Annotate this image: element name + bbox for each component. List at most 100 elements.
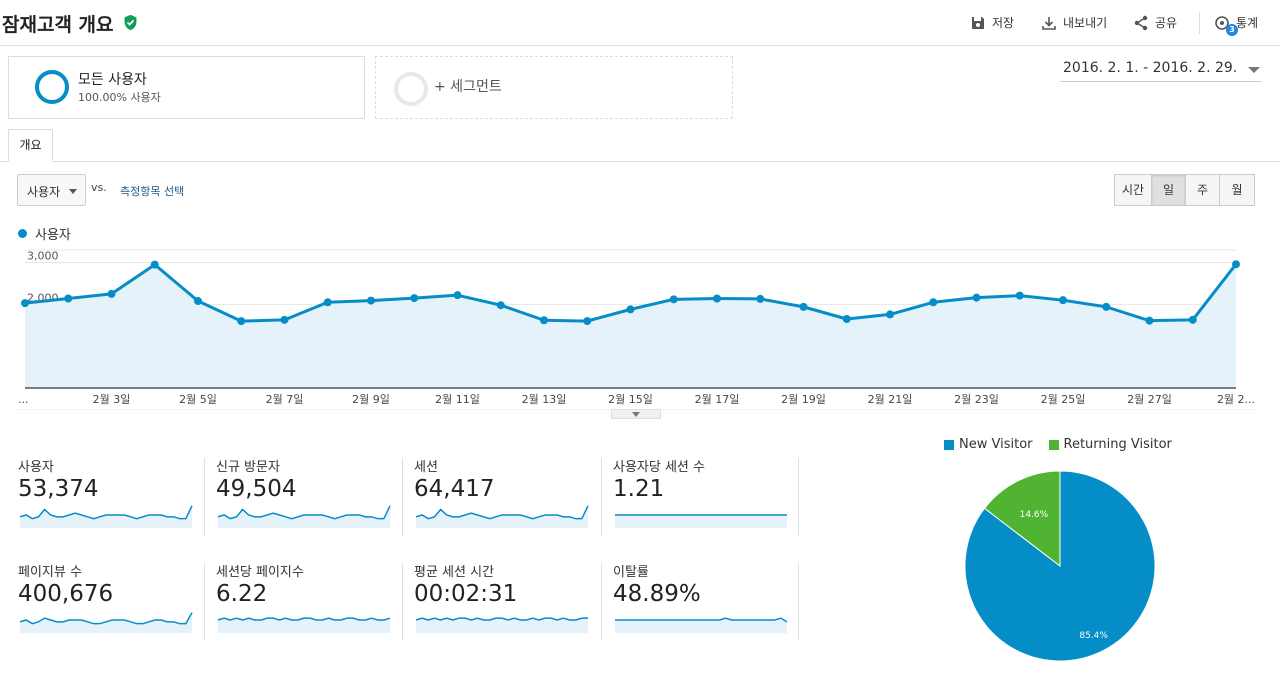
insights-icon	[1215, 15, 1229, 30]
metric-sparkline	[415, 617, 588, 633]
share-button[interactable]: 공유	[1133, 14, 1177, 31]
tab-divider	[0, 161, 1280, 162]
data-point[interactable]	[367, 296, 375, 305]
data-point[interactable]	[323, 298, 332, 307]
sparkline-line	[217, 505, 391, 520]
chart-legend: 사용자	[18, 224, 71, 243]
insights-label: 통계	[1236, 16, 1259, 30]
data-point[interactable]	[21, 299, 29, 308]
metric-scorecard[interactable]: 사용자당 세션 수 1.21	[613, 456, 801, 532]
metric-label: 페이지뷰 수	[18, 565, 82, 580]
metric-sparkline	[217, 505, 391, 528]
data-point[interactable]	[280, 315, 289, 324]
metric-scorecard[interactable]: 이탈률 48.89%	[613, 561, 801, 637]
pie-legend-returning-label: Returning Visitor	[1063, 437, 1172, 452]
metric-label: 사용자	[18, 460, 54, 475]
scorecard-divider	[601, 458, 602, 536]
data-point[interactable]	[972, 293, 981, 302]
chevron-down-icon	[1248, 67, 1260, 73]
granularity-month[interactable]: 월	[1219, 174, 1255, 206]
metric-scorecard[interactable]: 세션당 페이지수 6.22	[216, 561, 404, 637]
metric-scorecard[interactable]: 페이지뷰 수 400,676	[18, 561, 206, 637]
add-segment-label: + 세그먼트	[434, 79, 502, 95]
tab-overview[interactable]: 개요	[8, 129, 53, 162]
sparkline-line	[615, 617, 788, 623]
data-point[interactable]	[756, 294, 765, 303]
chevron-down-icon	[69, 189, 77, 194]
data-point[interactable]	[1059, 296, 1067, 305]
pie-slice[interactable]	[983, 470, 1061, 568]
verified-shield-icon	[124, 14, 137, 31]
metric-label: 평균 세션 시간	[414, 565, 495, 580]
add-segment-button[interactable]: + 세그먼트	[375, 56, 733, 119]
data-point[interactable]	[669, 295, 678, 304]
insights-badge: 3	[1226, 24, 1238, 36]
metric-sparkline	[19, 612, 193, 633]
data-point[interactable]	[496, 301, 505, 310]
metric-scorecard[interactable]: 신규 방문자 49,504	[216, 456, 404, 532]
data-point[interactable]	[1145, 316, 1154, 325]
data-point[interactable]	[150, 260, 159, 269]
x-tick-label: 2월 3일	[93, 392, 131, 406]
sparkline-line	[415, 617, 588, 621]
data-point[interactable]	[1102, 302, 1111, 311]
x-tick-label: 2월 5일	[179, 392, 217, 406]
segment-all-users[interactable]: 모든 사용자 100.00% 사용자	[8, 56, 365, 119]
export-button[interactable]: 내보내기	[1041, 14, 1107, 31]
scorecard-divider	[798, 458, 799, 536]
data-point[interactable]	[842, 315, 851, 323]
header-divider	[1199, 12, 1200, 34]
data-point[interactable]	[929, 298, 938, 307]
granularity-day[interactable]: 일	[1151, 174, 1186, 206]
metric-label: 세션	[414, 460, 438, 475]
data-point[interactable]	[194, 297, 202, 306]
x-tick-label: 2월 9일	[352, 392, 390, 406]
date-range-picker[interactable]: 2016. 2. 1. - 2016. 2. 29.	[1060, 58, 1262, 82]
sparkline-area	[218, 618, 390, 633]
data-point[interactable]	[107, 289, 116, 298]
data-point[interactable]	[410, 294, 419, 303]
pie-legend-new-label: New Visitor	[959, 437, 1033, 452]
save-label: 저장	[992, 16, 1015, 30]
save-button[interactable]: 저장	[970, 14, 1014, 31]
data-point[interactable]	[626, 305, 635, 314]
data-point[interactable]	[1015, 291, 1024, 300]
visitor-type-pie-chart: 85.4% 14.6%	[964, 470, 1156, 662]
granularity-hour[interactable]: 시간	[1114, 174, 1152, 206]
metric-scorecard[interactable]: 사용자 53,374	[18, 456, 206, 532]
pie-legend-returning: Returning Visitor	[1048, 437, 1172, 452]
pie-legend: New Visitor Returning Visitor	[944, 437, 1172, 452]
scorecard-divider	[402, 458, 403, 536]
share-label: 공유	[1155, 16, 1178, 30]
granularity-toggle: 시간 일 주 월	[1114, 174, 1255, 206]
insights-button[interactable]: 3 통계	[1214, 14, 1259, 36]
primary-metric-select[interactable]: 사용자	[17, 174, 86, 206]
data-point[interactable]	[540, 316, 548, 325]
select-metric-link[interactable]: 측정항목 선택	[120, 185, 185, 198]
scorecard-divider	[204, 563, 205, 641]
data-point[interactable]	[583, 317, 592, 326]
metric-scorecard[interactable]: 평균 세션 시간 00:02:31	[414, 561, 602, 637]
legend-swatch	[18, 229, 27, 238]
data-point[interactable]	[713, 294, 721, 303]
data-point[interactable]	[237, 317, 246, 326]
data-point[interactable]	[1188, 315, 1197, 324]
data-point[interactable]	[886, 310, 894, 319]
data-point[interactable]	[799, 302, 808, 311]
sparkline-area	[615, 618, 787, 633]
data-point[interactable]	[1232, 260, 1240, 269]
metric-value: 48.89%	[613, 581, 701, 607]
sparkline-line	[217, 617, 391, 621]
y-tick-label: 3,000	[27, 250, 59, 263]
data-point[interactable]	[64, 294, 73, 303]
data-point[interactable]	[453, 291, 462, 300]
sparkline-area	[416, 505, 588, 528]
granularity-week[interactable]: 주	[1185, 174, 1220, 206]
chart-collapse-handle[interactable]	[611, 409, 661, 419]
export-label: 내보내기	[1063, 16, 1108, 30]
x-tick-label: 2월 23일	[954, 392, 999, 406]
metric-scorecard[interactable]: 세션 64,417	[414, 456, 602, 532]
x-tick-label: 2월 27일	[1127, 392, 1172, 406]
metric-value: 1.21	[613, 476, 665, 502]
x-tick-label: 2월 25일	[1041, 392, 1086, 406]
